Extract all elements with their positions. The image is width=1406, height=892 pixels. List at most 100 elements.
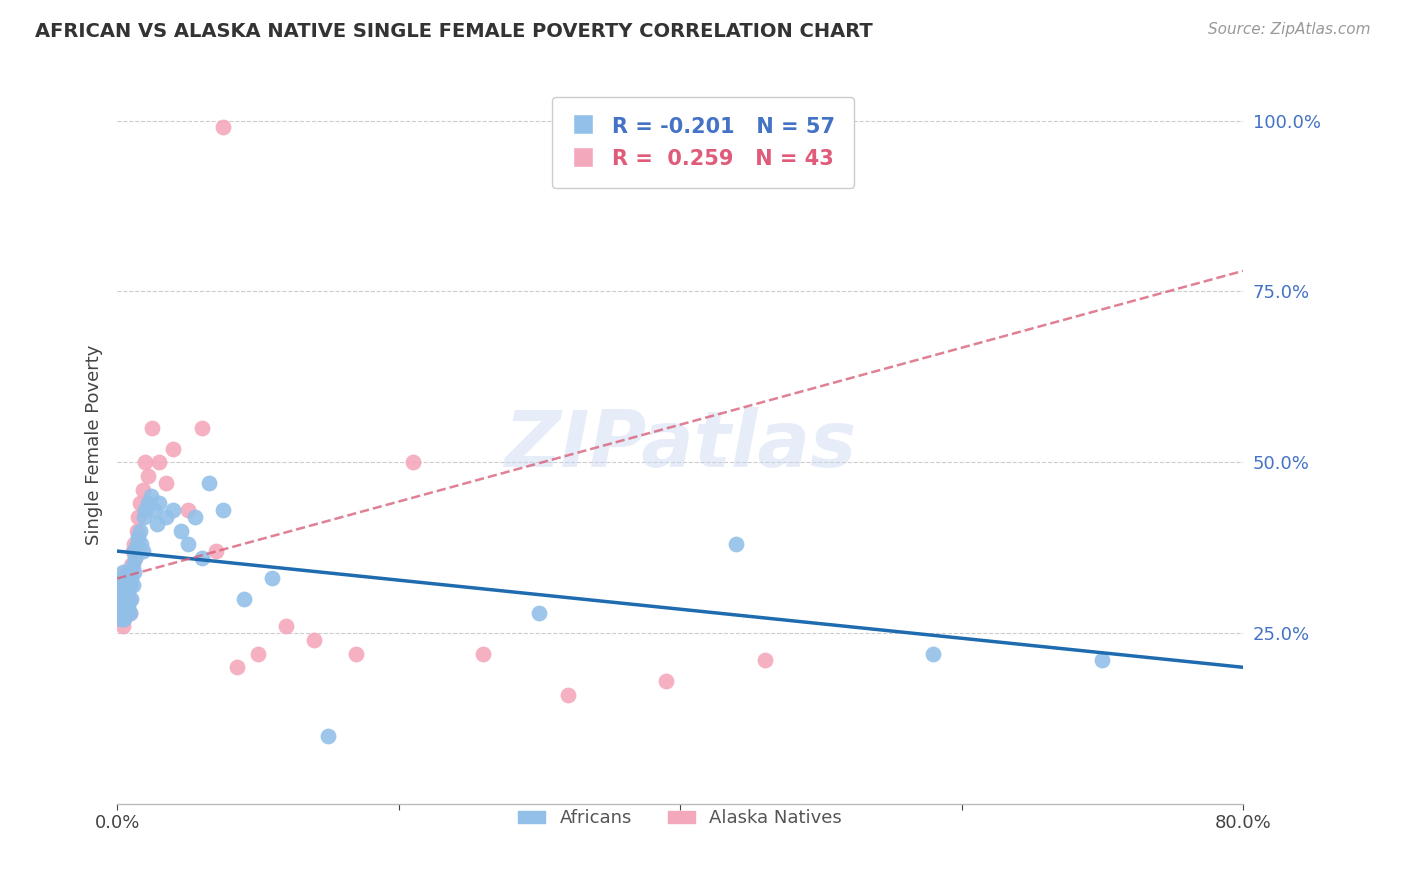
Point xyxy=(136,469,159,483)
Point xyxy=(117,571,139,585)
Point xyxy=(183,510,205,524)
Point xyxy=(655,673,678,688)
Point xyxy=(121,544,143,558)
Point xyxy=(162,503,184,517)
Point xyxy=(148,455,170,469)
Point xyxy=(232,591,254,606)
Point xyxy=(115,571,138,585)
Point xyxy=(134,455,156,469)
Point xyxy=(111,565,134,579)
Point xyxy=(176,537,198,551)
Point xyxy=(118,578,141,592)
Point xyxy=(110,591,132,606)
Point xyxy=(176,503,198,517)
Point xyxy=(155,475,177,490)
Point xyxy=(155,510,177,524)
Point xyxy=(211,120,233,135)
Text: ZIPatlas: ZIPatlas xyxy=(503,407,856,483)
Point xyxy=(141,421,163,435)
Point xyxy=(107,612,129,626)
Point xyxy=(197,475,219,490)
Point xyxy=(162,442,184,456)
Point xyxy=(114,565,136,579)
Point xyxy=(725,537,748,551)
Point xyxy=(225,660,247,674)
Point xyxy=(120,571,142,585)
Point xyxy=(142,503,165,517)
Point xyxy=(190,421,212,435)
Point xyxy=(114,585,136,599)
Point xyxy=(120,558,142,572)
Point xyxy=(124,550,146,565)
Point xyxy=(302,632,325,647)
Point xyxy=(145,516,167,531)
Point xyxy=(122,537,145,551)
Point xyxy=(112,591,135,606)
Point xyxy=(139,490,162,504)
Point xyxy=(110,612,132,626)
Point xyxy=(128,524,150,538)
Point xyxy=(124,550,146,565)
Point xyxy=(472,647,495,661)
Point xyxy=(112,599,135,613)
Point xyxy=(128,496,150,510)
Point xyxy=(111,599,134,613)
Point xyxy=(402,455,425,469)
Point xyxy=(246,647,269,661)
Point xyxy=(122,544,145,558)
Point xyxy=(111,578,134,592)
Point xyxy=(131,544,153,558)
Point xyxy=(1091,653,1114,667)
Point xyxy=(211,503,233,517)
Point xyxy=(129,537,152,551)
Point xyxy=(344,647,367,661)
Point xyxy=(754,653,776,667)
Point xyxy=(148,496,170,510)
Point xyxy=(131,483,153,497)
Point xyxy=(115,591,138,606)
Point xyxy=(117,599,139,613)
Point xyxy=(922,647,945,661)
Point xyxy=(121,578,143,592)
Text: AFRICAN VS ALASKA NATIVE SINGLE FEMALE POVERTY CORRELATION CHART: AFRICAN VS ALASKA NATIVE SINGLE FEMALE P… xyxy=(35,22,873,41)
Point xyxy=(274,619,297,633)
Point xyxy=(127,510,149,524)
Text: Source: ZipAtlas.com: Source: ZipAtlas.com xyxy=(1208,22,1371,37)
Point xyxy=(108,578,131,592)
Point xyxy=(110,606,132,620)
Legend: R = -0.201   N = 57, R =  0.259   N = 43: R = -0.201 N = 57, R = 0.259 N = 43 xyxy=(551,96,853,188)
Point xyxy=(108,585,131,599)
Point xyxy=(114,606,136,620)
Point xyxy=(112,571,135,585)
Point xyxy=(114,571,136,585)
Point xyxy=(118,606,141,620)
Point xyxy=(114,591,136,606)
Point xyxy=(190,550,212,565)
Point xyxy=(111,585,134,599)
Point xyxy=(112,578,135,592)
Point xyxy=(121,558,143,572)
Point xyxy=(110,591,132,606)
Point xyxy=(118,591,141,606)
Point xyxy=(115,606,138,620)
Point xyxy=(107,606,129,620)
Point xyxy=(115,606,138,620)
Point xyxy=(125,537,148,551)
Point xyxy=(136,496,159,510)
Point xyxy=(108,599,131,613)
Point xyxy=(117,585,139,599)
Point xyxy=(108,591,131,606)
Point xyxy=(110,571,132,585)
Point xyxy=(122,565,145,579)
Point xyxy=(132,510,155,524)
Point xyxy=(316,729,339,743)
Point xyxy=(557,688,579,702)
Point xyxy=(112,612,135,626)
Point xyxy=(125,524,148,538)
Point xyxy=(134,503,156,517)
Point xyxy=(120,591,142,606)
Y-axis label: Single Female Poverty: Single Female Poverty xyxy=(86,345,103,545)
Point xyxy=(169,524,191,538)
Point xyxy=(117,565,139,579)
Point xyxy=(111,619,134,633)
